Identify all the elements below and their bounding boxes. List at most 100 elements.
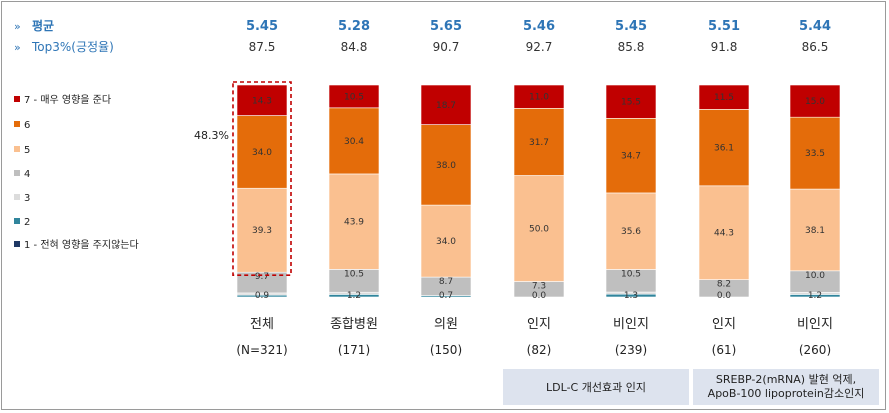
legend-swatch [14, 218, 20, 224]
segment-label: 36.1 [714, 144, 734, 154]
group-label: ApoB-100 lipoprotein감소인지 [708, 387, 865, 400]
avg-value: 5.46 [523, 19, 555, 34]
legend-swatch [14, 146, 20, 152]
bar-segment [513, 108, 565, 176]
legend-swatch [14, 96, 20, 102]
segment-label: 10.5 [621, 269, 641, 279]
segment-label: 18.7 [436, 101, 456, 111]
segment-label: 43.9 [344, 218, 364, 228]
category-label: 인지 [712, 317, 736, 332]
avg-row-label: 평균 [32, 19, 54, 33]
highlight-box [232, 81, 292, 277]
segment-label: 11.0 [529, 93, 549, 103]
segment-label: 8.7 [439, 277, 453, 287]
segment-label: 0.0 [532, 291, 547, 301]
bar-segment [698, 84, 750, 110]
segment-label: 1.2 [347, 291, 361, 301]
n-label: (N=321) [236, 343, 287, 357]
top3-value: 86.5 [802, 40, 829, 54]
top3-value: 87.5 [249, 40, 276, 54]
legend-label: 5 [24, 145, 30, 156]
bar-segment [328, 173, 380, 270]
avg-value: 5.45 [246, 19, 278, 34]
legend-label: 4 [24, 169, 30, 180]
bar-segment [605, 192, 657, 270]
segment-label: 44.3 [714, 229, 734, 239]
top3-row-marker: » [14, 41, 21, 54]
avg-value: 5.65 [430, 19, 462, 34]
group-label: SREBP-2(mRNA) 발현 억제, [716, 373, 856, 386]
legend-swatch [14, 194, 20, 200]
top3-row-label: Top3%(긍정율) [31, 40, 114, 54]
avg-value: 5.45 [615, 19, 647, 34]
bar-segment [605, 84, 657, 119]
segment-label: 0.0 [717, 291, 732, 301]
top3-value: 90.7 [433, 40, 460, 54]
bar-segment [420, 204, 472, 278]
segment-label: 31.7 [529, 138, 549, 148]
bar-segment [513, 84, 565, 109]
segment-label: 10.5 [344, 269, 364, 279]
avg-row-marker: » [14, 20, 21, 33]
bar-segment [236, 115, 288, 189]
segment-label: 0.9 [255, 291, 270, 301]
segment-label: 33.5 [805, 149, 825, 159]
bar-segment [698, 185, 750, 280]
category-label: 의원 [434, 317, 458, 332]
legend-swatch [14, 241, 20, 247]
segment-label: 15.0 [805, 97, 825, 107]
segment-label: 38.1 [805, 226, 825, 236]
top3-value: 85.8 [618, 40, 645, 54]
bar-segment [605, 118, 657, 194]
bar-segment [328, 107, 380, 175]
segment-label: 15.5 [621, 98, 641, 108]
bar-segment [789, 188, 841, 272]
legend-label: 1 - 전혀 영향을 주지않는다 [24, 239, 139, 251]
segment-label: 30.4 [344, 137, 364, 147]
bar-segment [789, 116, 841, 190]
top3-value: 91.8 [711, 40, 738, 54]
segment-label: 1.2 [808, 291, 822, 301]
segment-label: 7.3 [532, 282, 546, 292]
category-label: 비인지 [613, 317, 649, 332]
segment-label: 39.3 [252, 226, 272, 236]
n-label: (239) [615, 343, 647, 357]
bar-segment [420, 84, 472, 125]
n-label: (82) [527, 343, 552, 357]
legend-label: 7 - 매우 영향을 준다 [24, 94, 111, 106]
category-label: 비인지 [797, 317, 833, 332]
n-label: (171) [338, 343, 370, 357]
segment-label: 0.7 [439, 291, 453, 301]
bar-segment [513, 175, 565, 282]
segment-label: 9.7 [255, 272, 269, 282]
avg-value: 5.51 [708, 19, 740, 34]
bar-segment [789, 84, 841, 118]
bar-segment [236, 84, 288, 116]
segment-label: 34.7 [621, 152, 641, 162]
category-label: 종합병원 [330, 317, 378, 332]
segment-label: 1.3 [624, 291, 638, 301]
avg-value: 5.44 [799, 19, 831, 34]
segment-label: 8.2 [717, 280, 731, 290]
legend-swatch [14, 121, 20, 127]
legend-label: 6 [24, 120, 30, 131]
segment-label: 14.3 [252, 96, 272, 106]
top3-annotation: 48.3% [194, 129, 229, 142]
segment-label: 10.0 [805, 271, 825, 281]
avg-value: 5.28 [338, 19, 370, 34]
segment-label: 38.0 [436, 161, 456, 171]
top3-value: 92.7 [526, 40, 553, 54]
legend-label: 2 [24, 217, 30, 228]
group-label: LDL-C 개선효과 인지 [546, 381, 646, 394]
segment-label: 35.6 [621, 227, 641, 237]
n-label: (61) [712, 343, 737, 357]
n-label: (150) [430, 343, 462, 357]
bar-segment [698, 109, 750, 187]
bar-segment [328, 84, 380, 109]
legend-label: 3 [24, 193, 30, 204]
category-label: 전체 [250, 317, 274, 332]
group-box [503, 369, 689, 405]
n-label: (260) [799, 343, 831, 357]
